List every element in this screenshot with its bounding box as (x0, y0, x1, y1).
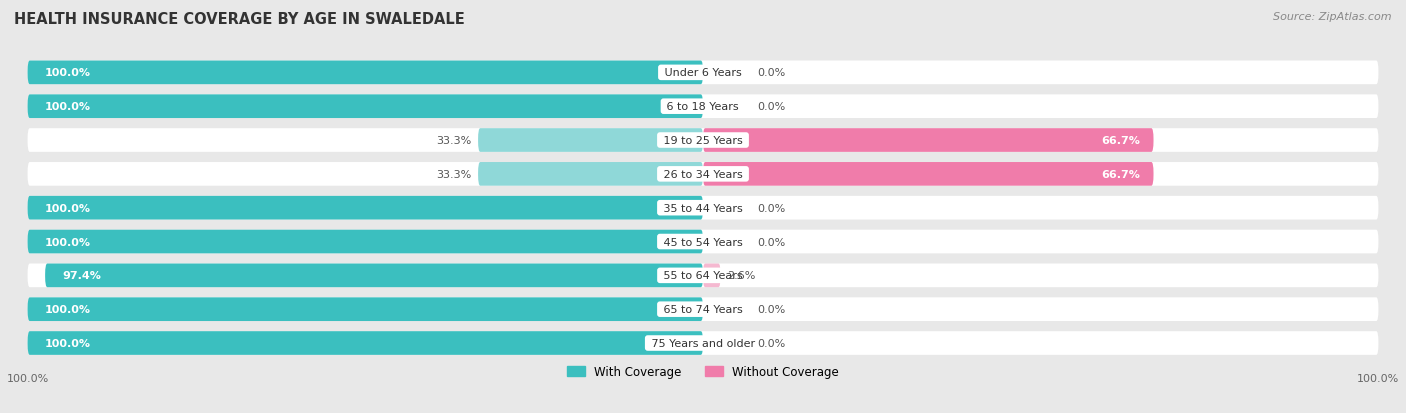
Text: 0.0%: 0.0% (756, 68, 786, 78)
FancyBboxPatch shape (45, 264, 703, 287)
Legend: With Coverage, Without Coverage: With Coverage, Without Coverage (562, 360, 844, 383)
FancyBboxPatch shape (28, 62, 1378, 85)
Text: 26 to 34 Years: 26 to 34 Years (659, 169, 747, 179)
Text: 33.3%: 33.3% (436, 169, 471, 179)
Text: Source: ZipAtlas.com: Source: ZipAtlas.com (1274, 12, 1392, 22)
Text: 66.7%: 66.7% (1101, 169, 1140, 179)
FancyBboxPatch shape (28, 331, 703, 355)
Text: 66.7%: 66.7% (1101, 136, 1140, 146)
Text: 100.0%: 100.0% (45, 237, 90, 247)
Text: 100.0%: 100.0% (45, 203, 90, 213)
FancyBboxPatch shape (28, 196, 703, 220)
Text: 35 to 44 Years: 35 to 44 Years (659, 203, 747, 213)
Text: 0.0%: 0.0% (756, 237, 786, 247)
FancyBboxPatch shape (28, 95, 703, 119)
Text: 97.4%: 97.4% (62, 271, 101, 281)
Text: 100.0%: 100.0% (45, 338, 90, 348)
Text: HEALTH INSURANCE COVERAGE BY AGE IN SWALEDALE: HEALTH INSURANCE COVERAGE BY AGE IN SWAL… (14, 12, 465, 27)
Text: 100.0%: 100.0% (45, 68, 90, 78)
FancyBboxPatch shape (28, 95, 1378, 119)
Text: 2.6%: 2.6% (727, 271, 755, 281)
Text: 55 to 64 Years: 55 to 64 Years (659, 271, 747, 281)
FancyBboxPatch shape (28, 331, 1378, 355)
Text: 100.0%: 100.0% (45, 304, 90, 314)
Text: 0.0%: 0.0% (756, 102, 786, 112)
FancyBboxPatch shape (28, 230, 703, 254)
Text: 0.0%: 0.0% (756, 338, 786, 348)
Text: 100.0%: 100.0% (45, 102, 90, 112)
FancyBboxPatch shape (28, 230, 1378, 254)
FancyBboxPatch shape (703, 264, 720, 287)
Text: 19 to 25 Years: 19 to 25 Years (659, 136, 747, 146)
FancyBboxPatch shape (28, 163, 1378, 186)
FancyBboxPatch shape (28, 129, 1378, 152)
FancyBboxPatch shape (28, 196, 1378, 220)
Text: 0.0%: 0.0% (756, 304, 786, 314)
Text: 33.3%: 33.3% (436, 136, 471, 146)
FancyBboxPatch shape (28, 264, 1378, 287)
Text: 45 to 54 Years: 45 to 54 Years (659, 237, 747, 247)
Text: 0.0%: 0.0% (756, 203, 786, 213)
Text: Under 6 Years: Under 6 Years (661, 68, 745, 78)
Text: 75 Years and older: 75 Years and older (648, 338, 758, 348)
Text: 65 to 74 Years: 65 to 74 Years (659, 304, 747, 314)
FancyBboxPatch shape (703, 129, 1153, 152)
FancyBboxPatch shape (478, 129, 703, 152)
FancyBboxPatch shape (28, 298, 703, 321)
FancyBboxPatch shape (28, 62, 703, 85)
Text: 6 to 18 Years: 6 to 18 Years (664, 102, 742, 112)
FancyBboxPatch shape (478, 163, 703, 186)
FancyBboxPatch shape (703, 163, 1153, 186)
FancyBboxPatch shape (28, 298, 1378, 321)
